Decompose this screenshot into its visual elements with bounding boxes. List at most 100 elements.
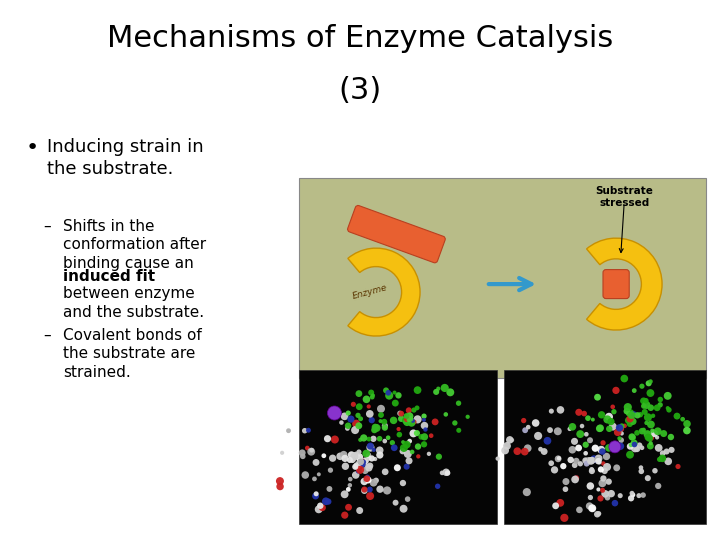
Point <box>367 391 379 400</box>
Point <box>327 454 338 463</box>
Point <box>395 414 407 423</box>
Point <box>274 482 286 491</box>
Point <box>405 415 416 423</box>
Point <box>616 422 628 430</box>
Point <box>310 492 321 501</box>
Point <box>401 416 413 424</box>
Point <box>644 389 656 397</box>
Point <box>351 451 362 460</box>
Point <box>366 393 378 401</box>
Point <box>612 428 624 437</box>
Point <box>358 434 369 442</box>
Point <box>398 504 410 513</box>
Text: between enzyme
and the substrate.: between enzyme and the substrate. <box>63 286 204 320</box>
Bar <box>504 370 706 524</box>
Point <box>382 388 394 397</box>
Point <box>370 476 382 485</box>
Point <box>408 416 419 425</box>
Point <box>580 449 591 457</box>
Point <box>299 427 310 435</box>
Point <box>626 411 637 420</box>
Point <box>595 446 607 454</box>
Point <box>627 490 639 499</box>
Point <box>625 494 636 503</box>
Point <box>408 429 419 438</box>
Point <box>629 444 641 453</box>
Circle shape <box>609 441 621 453</box>
Point <box>554 406 566 414</box>
Point <box>371 424 382 433</box>
Point <box>358 458 369 467</box>
Point <box>523 423 534 431</box>
Point <box>623 416 634 425</box>
Point <box>616 429 628 438</box>
Point <box>603 424 615 433</box>
Point <box>584 436 595 444</box>
Point <box>439 383 451 392</box>
FancyBboxPatch shape <box>348 205 446 263</box>
Point <box>359 485 370 494</box>
Point <box>614 491 626 500</box>
Point <box>359 476 371 485</box>
Text: •: • <box>25 138 38 158</box>
Point <box>602 415 613 424</box>
Point <box>384 392 395 400</box>
Point <box>511 447 523 456</box>
Point <box>359 477 370 486</box>
Point <box>349 462 361 471</box>
Point <box>382 434 394 442</box>
Point <box>586 467 598 475</box>
Point <box>622 403 634 411</box>
Point <box>347 456 359 464</box>
Point <box>519 426 531 435</box>
Point <box>681 426 693 435</box>
Point <box>644 442 656 450</box>
Point <box>662 457 674 465</box>
Point <box>388 416 400 424</box>
Point <box>442 469 454 477</box>
Wedge shape <box>587 238 662 330</box>
Point <box>544 426 556 434</box>
Point <box>600 452 612 461</box>
Point <box>305 447 317 456</box>
Point <box>339 412 351 421</box>
Point <box>626 489 638 497</box>
Point <box>366 454 377 463</box>
Point <box>354 457 366 466</box>
Point <box>599 490 611 498</box>
Point <box>356 459 367 468</box>
Point <box>611 463 623 472</box>
Point <box>297 449 308 457</box>
Point <box>570 475 581 484</box>
Point <box>354 448 365 456</box>
Point <box>354 402 365 411</box>
Point <box>408 406 420 414</box>
Point <box>623 409 634 418</box>
Point <box>343 503 354 511</box>
Point <box>411 429 423 437</box>
Point <box>379 423 391 432</box>
Point <box>339 454 351 463</box>
Point <box>369 455 381 463</box>
Point <box>594 424 606 433</box>
Point <box>348 400 359 409</box>
Point <box>581 460 593 468</box>
Point <box>580 430 592 438</box>
Point <box>621 407 633 415</box>
Point <box>363 402 374 411</box>
Point <box>654 401 666 409</box>
Point <box>313 505 325 514</box>
Point <box>532 431 544 440</box>
Point <box>613 434 625 443</box>
Point <box>654 395 666 404</box>
Text: (3): (3) <box>338 76 382 105</box>
Point <box>401 418 413 427</box>
Point <box>306 446 318 455</box>
Point <box>501 442 513 450</box>
Point <box>412 415 423 424</box>
Point <box>570 474 582 482</box>
Text: Shifts in the
conformation after
binding cause an: Shifts in the conformation after binding… <box>63 219 207 271</box>
Point <box>645 403 657 412</box>
Point <box>389 388 400 397</box>
Point <box>658 429 670 438</box>
